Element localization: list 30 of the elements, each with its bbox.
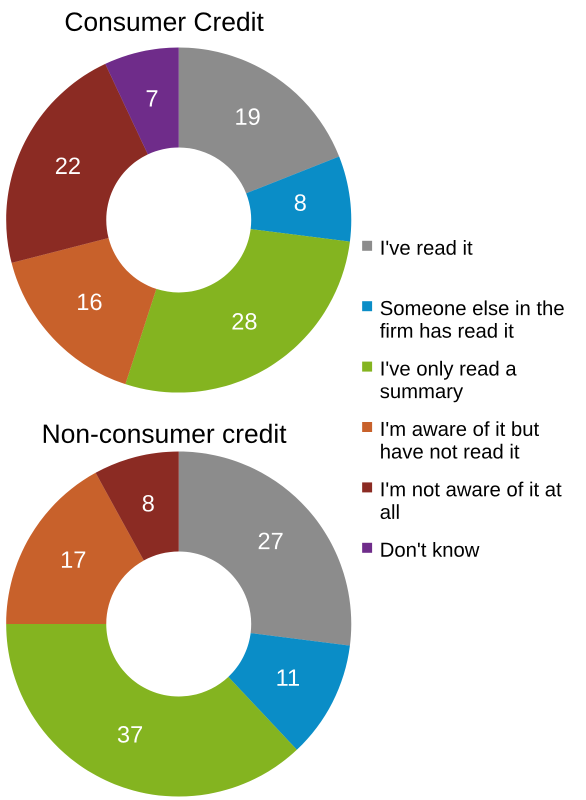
donut-slice bbox=[6, 472, 144, 624]
data-label: 17 bbox=[62, 552, 86, 568]
donut-slice bbox=[246, 156, 352, 242]
chart-title: Non-consumer credit bbox=[44, 424, 286, 444]
data-label: 27 bbox=[258, 532, 283, 550]
donut-slice bbox=[12, 238, 156, 384]
data-label: 11 bbox=[277, 669, 299, 686]
data-label: 8 bbox=[142, 494, 154, 512]
legend-label: Don't know bbox=[381, 542, 480, 557]
legend-label: I've only read a summary bbox=[380, 360, 517, 402]
data-label: 28 bbox=[232, 313, 256, 330]
donut-slice bbox=[125, 229, 350, 393]
donut-slice bbox=[105, 47, 179, 154]
donut-slice bbox=[6, 624, 297, 797]
data-label: 8 bbox=[294, 194, 306, 211]
donut-slice bbox=[228, 633, 350, 750]
data-label: 7 bbox=[146, 90, 158, 107]
chart-title: Consumer Credit bbox=[66, 12, 264, 32]
legend-label: I'm not aware of it at all bbox=[380, 482, 562, 520]
donut-slice bbox=[96, 451, 179, 560]
data-label: 19 bbox=[236, 108, 260, 126]
data-label: 22 bbox=[56, 157, 80, 174]
legend-label: Someone else in the firm has read it bbox=[380, 300, 564, 338]
donut-slice bbox=[178, 47, 340, 194]
data-label: 37 bbox=[118, 726, 142, 743]
legend-label: I'm aware of it but have not read it bbox=[381, 421, 539, 459]
data-label: 16 bbox=[78, 293, 102, 310]
legend-label: I've read it bbox=[382, 240, 472, 255]
donut-slice bbox=[6, 64, 148, 263]
donut-slice bbox=[178, 451, 352, 646]
